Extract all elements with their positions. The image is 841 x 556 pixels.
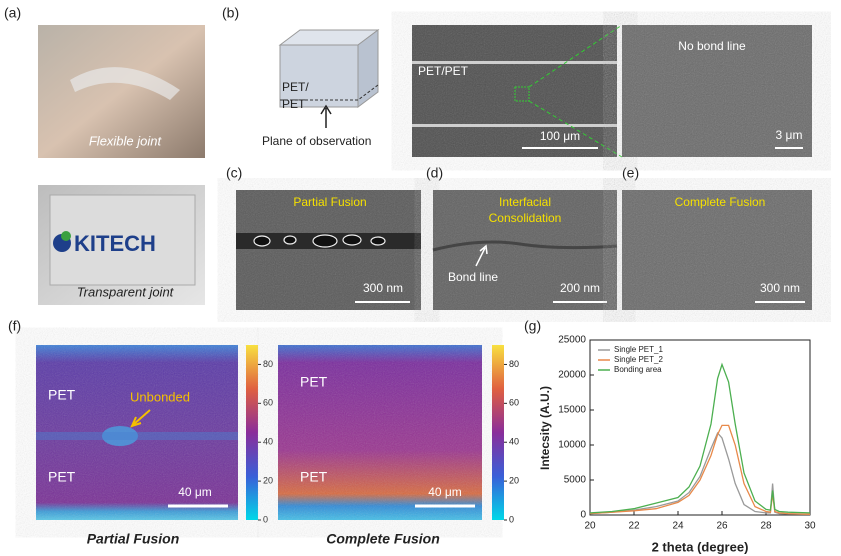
sem-texture	[236, 190, 421, 310]
legend-label: Single PET_2	[614, 355, 663, 364]
panel-label: (f)	[8, 318, 21, 334]
colorbar	[246, 345, 258, 520]
film	[70, 67, 180, 100]
y-tick-label: 20000	[558, 370, 586, 381]
panel-label: (e)	[622, 165, 639, 181]
scale-label: 300 nm	[363, 281, 403, 295]
map-texture	[278, 345, 482, 520]
zoom-line	[528, 24, 623, 88]
photo-caption: Transparent joint	[77, 284, 175, 299]
map-label: PET	[300, 374, 328, 390]
y-axis-label: Intecsity (A.U.)	[538, 386, 552, 470]
colorbar-tick-label: 80	[263, 359, 273, 369]
legend-label: Bonding area	[614, 365, 662, 374]
colorbar-tick-label: 0	[263, 514, 268, 524]
x-tick-label: 22	[628, 521, 640, 532]
logo-mark	[61, 231, 71, 241]
panel-label: (g)	[524, 318, 541, 334]
plot-frame	[589, 339, 811, 516]
arrow	[130, 409, 151, 428]
x-tick-label: 20	[584, 521, 596, 532]
y-tick-label: 5000	[564, 475, 587, 486]
sem-title: Complete Fusion	[675, 195, 766, 209]
unbonded-band	[36, 432, 238, 440]
x-tick-label: 28	[760, 521, 772, 532]
logo: KITECH	[74, 231, 156, 256]
schematic-label: PET	[282, 97, 306, 111]
series-line	[589, 362, 811, 514]
panel-labels: (a) (b) (c) (d) (e) (f) (g)	[4, 5, 639, 334]
zoom-box	[514, 86, 530, 102]
scale-label: 200 nm	[560, 281, 600, 295]
scale-label: 100 μm	[540, 129, 580, 143]
panel-label: (b)	[222, 5, 239, 21]
map-caption: Complete Fusion	[326, 531, 440, 547]
arrow	[475, 244, 488, 267]
map-caption: Partial Fusion	[87, 531, 180, 547]
x-axis-label: 2 theta (degree)	[652, 539, 749, 554]
scale-label: 300 nm	[760, 281, 800, 295]
sem-texture	[622, 190, 812, 310]
legend-label: Single PET_1	[614, 345, 663, 354]
xrd-chart: 2 theta (degree) Intecsity (A.U.) 20 22 24…	[538, 335, 816, 555]
colorbar-tick-label: 40	[263, 437, 273, 447]
colorbar-ticks: 0 20 40 60 80	[504, 359, 519, 524]
sem-label: Bond line	[448, 270, 498, 284]
y-tick-label: 15000	[558, 405, 586, 416]
sem-title: Consolidation	[489, 211, 562, 225]
colorbar-tick-label: 20	[509, 475, 519, 485]
scale-label: 40 μm	[178, 485, 212, 499]
map-texture	[36, 345, 238, 520]
scale-label: 3 μm	[776, 128, 803, 142]
sem-edge	[412, 61, 617, 64]
sem-edge	[412, 124, 617, 127]
glass-film	[49, 194, 196, 286]
voids	[253, 234, 386, 248]
map-label: PET	[48, 387, 76, 403]
sem-texture	[622, 25, 812, 157]
sem-title: Interfacial	[499, 195, 551, 209]
series-line	[589, 424, 811, 515]
colorbar	[492, 345, 504, 520]
y-tick-label: 0	[580, 510, 586, 521]
x-tick-label: 30	[804, 521, 816, 532]
scale-label: 40 μm	[428, 485, 462, 499]
y-tick-label: 10000	[558, 440, 586, 451]
colorbar-tick-label: 80	[509, 359, 519, 369]
colorbar-ticks: 0 20 40 60 80	[258, 359, 273, 524]
sem-texture	[433, 190, 617, 310]
map-label: PET	[300, 469, 328, 485]
colorbar-tick-label: 60	[509, 398, 519, 408]
arrow	[320, 104, 332, 128]
sem-label: No bond line	[678, 39, 746, 53]
colorbar-tick-label: 40	[509, 437, 519, 447]
map-label: PET	[48, 469, 76, 485]
schematic-label: Plane of observation	[262, 134, 371, 148]
x-tick-label: 24	[672, 521, 684, 532]
series-line	[589, 431, 811, 515]
photo-caption: Flexible joint	[89, 133, 163, 148]
sem-title: Partial Fusion	[293, 195, 366, 209]
plane-line	[280, 84, 379, 101]
panel-label: (c)	[226, 165, 242, 181]
box-front	[279, 44, 359, 108]
map-label: Unbonded	[130, 389, 190, 404]
y-tick-label: 25000	[558, 335, 586, 346]
unbonded-spot	[102, 426, 138, 446]
sem-label: PET/PET	[418, 64, 469, 78]
bond-line	[432, 240, 618, 252]
x-tick-label: 26	[716, 521, 728, 532]
colorbar-tick-label: 60	[263, 398, 273, 408]
colorbar-tick-label: 20	[263, 475, 273, 485]
schematic-label: PET/	[282, 80, 309, 94]
panel-label: (d)	[426, 165, 443, 181]
panel-label: (a)	[4, 5, 21, 21]
colorbar-tick-label: 0	[509, 514, 514, 524]
